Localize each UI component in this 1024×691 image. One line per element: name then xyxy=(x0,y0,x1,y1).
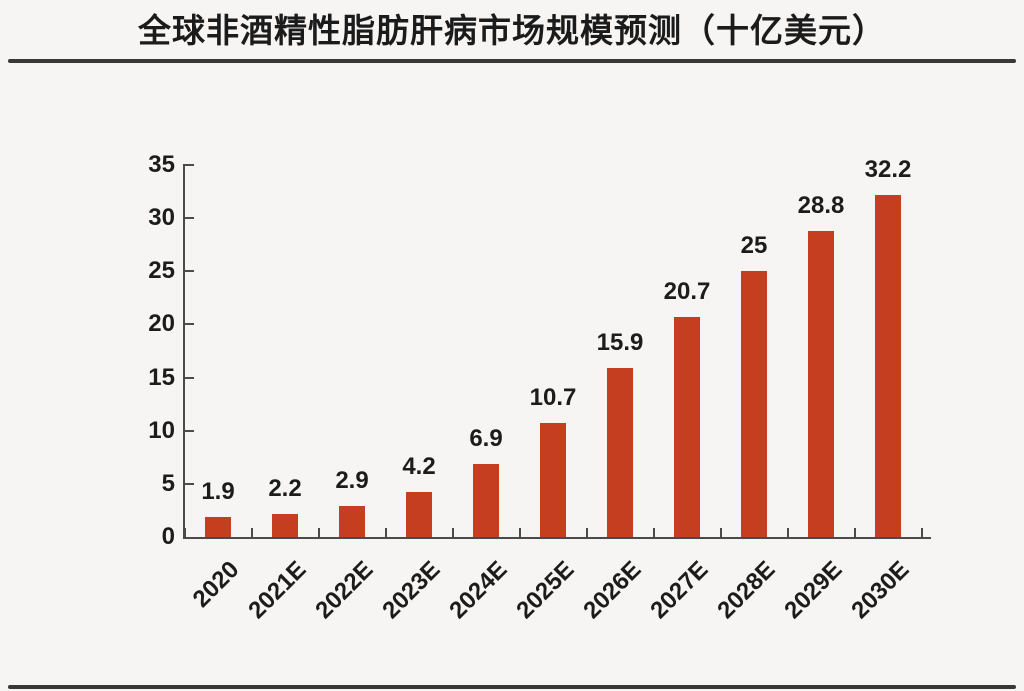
y-axis-tick xyxy=(185,429,194,432)
y-axis-tick-label: 15 xyxy=(148,363,175,391)
bar xyxy=(473,464,499,537)
bar xyxy=(741,271,767,537)
chart-title: 全球非酒精性脂肪肝病市场规模预测（十亿美元） xyxy=(138,12,886,49)
x-axis-line xyxy=(183,537,931,539)
y-axis-tick-label: 20 xyxy=(148,310,175,338)
y-axis-tick xyxy=(185,164,194,166)
x-axis-label: 2027E xyxy=(645,556,714,625)
bottom-border-rule xyxy=(8,685,1016,689)
x-axis-label: 2021E xyxy=(243,556,312,625)
bar-value-label: 20.7 xyxy=(663,278,711,305)
y-axis-tick xyxy=(185,217,194,220)
x-axis-tick xyxy=(720,528,722,537)
y-axis-line xyxy=(183,164,185,538)
y-axis-tick xyxy=(185,376,194,379)
bar xyxy=(674,317,700,537)
y-axis-tick-label: 25 xyxy=(148,257,175,285)
x-axis-tick xyxy=(787,528,789,537)
x-axis-tick xyxy=(251,528,253,537)
y-axis-tick xyxy=(185,482,194,485)
x-axis-label: 2025E xyxy=(511,556,580,625)
x-axis-label: 2030E xyxy=(846,556,915,625)
bar-value-label: 6.9 xyxy=(469,425,503,452)
bar xyxy=(406,492,432,537)
bar-value-label: 1.9 xyxy=(201,478,235,505)
bar-value-label: 32.2 xyxy=(864,156,912,183)
x-axis-tick xyxy=(385,528,387,537)
x-axis-tick xyxy=(519,528,521,537)
x-axis-tick xyxy=(184,528,186,537)
bar-value-label: 10.7 xyxy=(529,384,577,411)
x-axis-tick xyxy=(921,528,923,537)
y-axis-tick-label: 10 xyxy=(148,416,175,444)
bar xyxy=(205,517,231,537)
title-underline-rule xyxy=(8,59,1016,63)
x-axis-label: 2022E xyxy=(310,556,379,625)
y-axis-tick xyxy=(185,270,194,273)
bar xyxy=(808,231,834,537)
bar xyxy=(272,514,298,537)
y-axis-tick-label: 35 xyxy=(148,151,175,178)
x-axis-label: 2028E xyxy=(712,556,781,625)
bar-value-label: 28.8 xyxy=(797,192,845,219)
bar xyxy=(875,195,901,537)
bar-value-label: 4.2 xyxy=(402,453,436,480)
x-axis-tick xyxy=(854,528,856,537)
x-axis-tick xyxy=(318,528,320,537)
x-axis-label: 2023E xyxy=(377,556,446,625)
bar xyxy=(540,423,566,537)
x-axis-tick xyxy=(653,528,655,537)
x-axis-label: 2020 xyxy=(187,556,245,613)
y-axis-tick-label: 30 xyxy=(148,204,175,232)
y-axis-tick xyxy=(185,323,194,326)
bar-value-label: 2.9 xyxy=(335,467,369,494)
bar xyxy=(339,506,365,537)
y-axis-tick-label: 5 xyxy=(161,469,175,497)
x-axis-label: 2026E xyxy=(578,556,647,625)
bar xyxy=(607,368,633,537)
x-axis-tick xyxy=(452,528,454,537)
x-axis-label: 2024E xyxy=(444,556,513,625)
bar-value-label: 25 xyxy=(740,232,768,259)
bar-value-label: 2.2 xyxy=(268,475,302,502)
bar-value-label: 15.9 xyxy=(596,329,644,356)
y-axis-tick-label: 0 xyxy=(161,523,175,550)
x-axis-tick xyxy=(586,528,588,537)
x-axis-label: 2029E xyxy=(779,556,848,625)
